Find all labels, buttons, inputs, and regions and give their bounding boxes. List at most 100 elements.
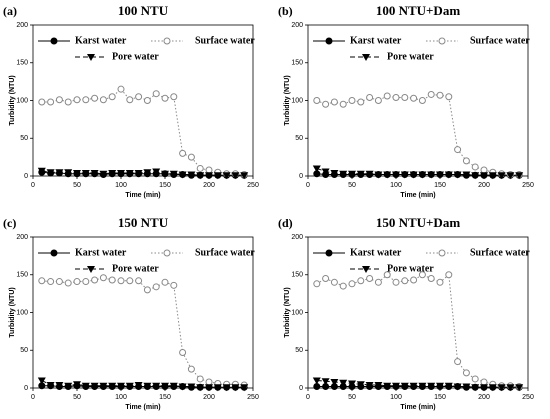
x-tick-label: 50 bbox=[73, 394, 81, 401]
legend-marker bbox=[163, 249, 171, 257]
marker bbox=[64, 169, 73, 177]
marker bbox=[392, 93, 400, 101]
marker bbox=[497, 172, 506, 180]
marker bbox=[222, 384, 231, 392]
marker bbox=[47, 278, 55, 286]
marker bbox=[90, 382, 99, 390]
chart-title: 150 NTU bbox=[118, 215, 169, 230]
x-axis-label: Time (min) bbox=[400, 192, 435, 199]
marker bbox=[47, 98, 55, 106]
x-tick-label: 0 bbox=[31, 182, 35, 189]
marker bbox=[117, 382, 125, 390]
marker bbox=[444, 382, 453, 390]
marker bbox=[348, 170, 356, 178]
marker bbox=[339, 282, 347, 290]
panel: (c) 150 NTU 0 50 100 150 200 0 50 100 150 200 250 Tim… bbox=[3, 215, 259, 411]
marker bbox=[348, 280, 356, 288]
marker bbox=[471, 172, 480, 180]
marker bbox=[46, 169, 55, 177]
marker bbox=[117, 169, 125, 177]
marker bbox=[383, 171, 392, 179]
legend-label: Pore water bbox=[387, 263, 434, 274]
marker bbox=[55, 169, 64, 177]
x-axis-label: Time (min) bbox=[400, 404, 435, 411]
y-tick-label: 200 bbox=[16, 234, 28, 241]
marker bbox=[161, 170, 169, 178]
y-tick-label: 100 bbox=[291, 97, 303, 104]
marker bbox=[108, 93, 116, 101]
panel: (b) 100 NTU+Dam 0 50 100 150 200 0 50 100 150 200 25… bbox=[278, 3, 534, 199]
marker bbox=[392, 278, 400, 286]
series-line bbox=[41, 385, 245, 388]
x-tick-label: 0 bbox=[306, 394, 310, 401]
marker bbox=[125, 382, 134, 390]
x-tick-label: 100 bbox=[390, 394, 402, 401]
marker bbox=[436, 91, 444, 99]
x-tick-label: 50 bbox=[73, 182, 81, 189]
plot-frame bbox=[307, 236, 529, 389]
marker bbox=[356, 170, 365, 178]
marker bbox=[480, 166, 488, 174]
marker bbox=[196, 172, 205, 180]
marker bbox=[312, 165, 321, 173]
panel-label: (b) bbox=[278, 4, 293, 18]
marker bbox=[82, 278, 90, 286]
marker bbox=[453, 171, 462, 179]
y-tick-label: 50 bbox=[295, 347, 303, 354]
marker bbox=[339, 100, 347, 108]
marker bbox=[365, 170, 374, 178]
panel-label: (c) bbox=[3, 216, 16, 230]
legend-label: Karst water bbox=[75, 35, 127, 46]
y-tick-label: 0 bbox=[24, 173, 28, 180]
x-tick-label: 250 bbox=[522, 394, 534, 401]
marker bbox=[37, 377, 46, 385]
plot-frame bbox=[307, 24, 529, 177]
marker bbox=[108, 382, 117, 390]
marker bbox=[400, 171, 409, 179]
y-axis-label: Turbidity (NTU) bbox=[284, 75, 291, 125]
marker bbox=[231, 172, 240, 180]
marker bbox=[179, 349, 187, 357]
marker bbox=[99, 170, 108, 178]
marker bbox=[330, 169, 339, 177]
marker bbox=[82, 96, 90, 104]
marker bbox=[213, 384, 222, 392]
marker bbox=[356, 381, 365, 389]
y-tick-label: 100 bbox=[16, 309, 28, 316]
marker bbox=[427, 382, 436, 390]
legend-marker bbox=[163, 37, 171, 45]
marker bbox=[108, 276, 116, 284]
marker bbox=[187, 383, 196, 391]
y-axis-label: Turbidity (NTU) bbox=[284, 287, 291, 337]
marker bbox=[330, 98, 338, 106]
marker bbox=[374, 278, 382, 286]
y-axis-label: Turbidity (NTU) bbox=[9, 287, 16, 337]
marker bbox=[410, 276, 418, 284]
marker bbox=[383, 92, 391, 100]
marker bbox=[400, 382, 409, 390]
marker bbox=[454, 146, 462, 154]
marker bbox=[126, 277, 134, 285]
marker bbox=[46, 381, 55, 389]
marker bbox=[322, 275, 330, 283]
marker bbox=[453, 383, 462, 391]
marker bbox=[471, 163, 479, 171]
x-tick-label: 200 bbox=[203, 182, 215, 189]
x-tick-label: 150 bbox=[434, 182, 446, 189]
marker bbox=[99, 382, 108, 390]
y-tick-label: 50 bbox=[295, 135, 303, 142]
marker bbox=[169, 382, 178, 390]
marker bbox=[108, 169, 117, 177]
marker bbox=[125, 169, 134, 177]
marker bbox=[321, 168, 330, 176]
marker bbox=[170, 93, 178, 101]
legend-label: Karst water bbox=[350, 247, 402, 258]
marker bbox=[357, 98, 365, 106]
marker bbox=[64, 382, 73, 390]
marker bbox=[383, 382, 392, 390]
marker bbox=[134, 169, 143, 177]
marker bbox=[73, 169, 81, 177]
legend-marker bbox=[87, 266, 95, 273]
y-tick-label: 150 bbox=[16, 60, 28, 67]
x-tick-label: 50 bbox=[348, 394, 356, 401]
